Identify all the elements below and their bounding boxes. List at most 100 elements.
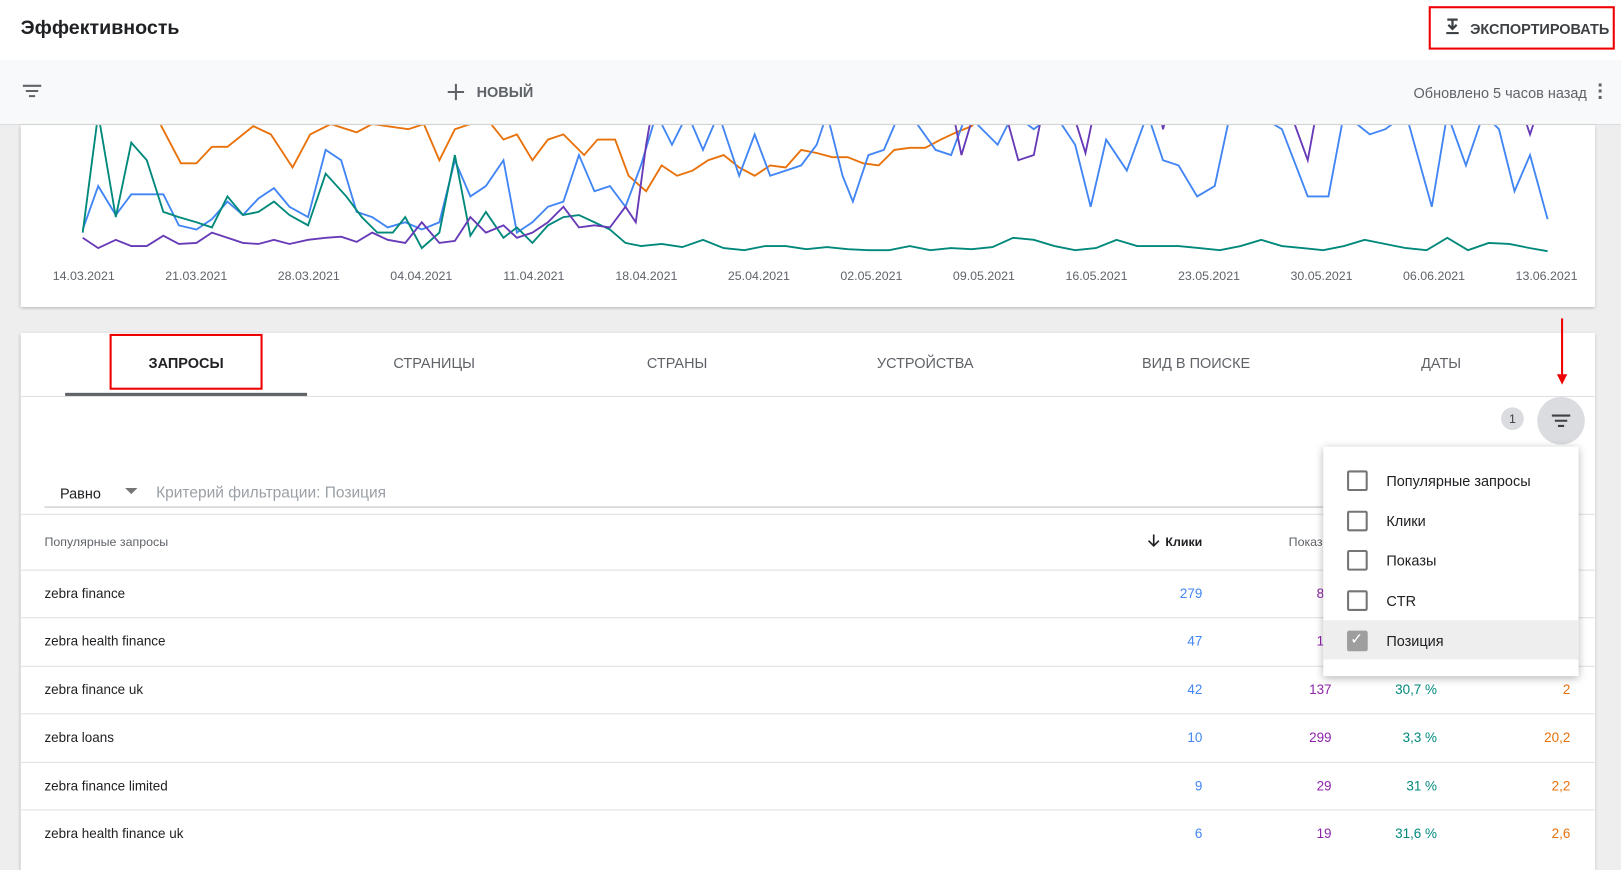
column-header[interactable]: Показы [1288,534,1332,549]
value-cell: 137 [1309,681,1332,698]
value-cell: 20,2 [1544,729,1571,746]
page-title: Эффективность [20,17,180,40]
row-divider [20,617,1596,619]
column-header: Популярные запросы [44,534,169,549]
updated-note: Обновлено 5 часов назад [1413,84,1587,102]
row-divider [20,713,1596,715]
top-bar: Эффективность ЭКСПОРТИРОВАТЬ [0,0,1621,60]
sort-arrow [1147,534,1160,548]
x-tick-label: 14.03.2021 [53,269,115,283]
value-cell: 9 [1194,777,1203,794]
x-tick-label: 04.04.2021 [390,269,452,283]
x-tick-label: 13.06.2021 [1516,269,1578,283]
value-cell: 30,7 % [1395,681,1437,698]
tab-indicator [65,392,308,396]
chart-card: 14.03.2021 21.03.2021 28.03.2021 04.04.2021… [20,125,1596,308]
chart: 14.03.2021 21.03.2021 28.03.2021 04.04.2021… [53,125,1578,283]
tab[interactable]: ЗАПРОСЫ [148,354,224,372]
value-cell: 6 [1194,825,1203,841]
dropdown-arrow [125,487,138,495]
x-tick-label: 18.04.2021 [615,269,677,283]
menu-label: CTR [1386,592,1417,610]
value-cell: 19 [1316,825,1332,841]
menu-label: Популярные запросы [1386,472,1531,489]
x-tick-label: 30.05.2021 [1291,269,1353,283]
line-position [82,125,1535,250]
line-clicks [81,125,1549,235]
checkbox[interactable] [1347,550,1368,572]
value-cell: 31 % [1406,777,1437,794]
filter-input[interactable]: Критерий фильтрации: Позиция [156,483,387,502]
menu-item[interactable]: ✓ Позиция [1323,620,1579,660]
value-cell: 31,6 % [1395,825,1437,841]
value-cell: 279 [1179,585,1203,602]
x-tick-label: 11.04.2021 [503,269,564,283]
value-cell: 299 [1309,729,1332,746]
query-cell[interactable]: zebra loans [44,729,114,746]
export-label: ЭКСПОРТИРОВАТЬ [1470,20,1610,38]
download-icon [1446,18,1459,35]
value-cell: 2,6 [1551,825,1571,841]
value-cell: 10 [1187,729,1203,746]
tab[interactable]: УСТРОЙСТВА [876,354,974,372]
menu-label: Позиция [1386,632,1444,650]
query-cell[interactable]: zebra health finance uk [44,825,184,841]
row-divider [20,513,1596,515]
line-ctr [81,125,1548,253]
row-divider [20,665,1596,667]
operator-select[interactable]: Равно [59,484,101,502]
filter-count: 1 [1501,407,1524,431]
query-cell[interactable]: zebra finance uk [44,681,144,698]
query-cell[interactable]: zebra finance [44,585,126,602]
tabs-divider [20,395,1596,397]
line-impressions [159,125,974,193]
checkbox[interactable]: ✓ [1347,630,1368,652]
menu-item[interactable]: Показы [1323,540,1578,579]
menu-label: Клики [1386,512,1426,529]
highlight-box [109,333,263,390]
checkbox[interactable] [1347,590,1368,612]
x-tick-label: 21.03.2021 [165,269,227,283]
filter-icon [1551,414,1571,427]
x-tick-label: 23.05.2021 [1178,269,1240,283]
menu-item[interactable]: CTR [1323,580,1578,619]
column-header[interactable]: Клики [1165,534,1203,549]
menu-label: Показы [1386,552,1437,569]
checkbox[interactable] [1347,510,1368,532]
value-cell: 42 [1187,681,1203,698]
row-divider [20,809,1596,811]
tab[interactable]: СТРАНИЦЫ [393,354,475,372]
x-tick-label: 02.05.2021 [840,269,902,283]
filter-icon[interactable] [22,84,42,98]
check-mark: ✓ [1350,630,1364,648]
x-tick-label: 06.06.2021 [1403,269,1465,283]
table-filter-button[interactable] [1537,396,1585,445]
x-tick-label: 28.03.2021 [278,269,340,283]
menu-item[interactable]: Клики [1323,500,1578,539]
row-divider [20,569,1596,571]
x-tick-label: 16.05.2021 [1065,269,1127,283]
value-cell: 3,3 % [1402,729,1437,746]
value-cell: 2 [1562,681,1571,698]
value-cell: 29 [1316,777,1332,794]
plus-icon [447,83,465,101]
tab[interactable]: ДАТЫ [1421,354,1462,372]
red-arrow [1556,318,1568,385]
new-filter[interactable]: НОВЫЙ [476,83,534,101]
row-divider [20,761,1596,763]
tab[interactable]: СТРАНЫ [646,354,708,372]
value-cell: 47 [1187,633,1203,650]
menu-item[interactable]: Популярные запросы [1323,460,1578,499]
query-cell[interactable]: zebra health finance [44,633,166,650]
more-icon[interactable]: · · · [1597,74,1605,110]
value-cell: 2,2 [1551,777,1571,794]
query-cell[interactable]: zebra finance limited [44,777,168,794]
export-button[interactable]: ЭКСПОРТИРОВАТЬ [1428,6,1615,50]
checkbox[interactable] [1347,470,1368,492]
input-underline [44,506,1324,508]
tab[interactable]: ВИД В ПОИСКЕ [1142,354,1251,372]
x-tick-label: 09.05.2021 [953,269,1015,283]
x-tick-label: 25.04.2021 [728,269,790,283]
